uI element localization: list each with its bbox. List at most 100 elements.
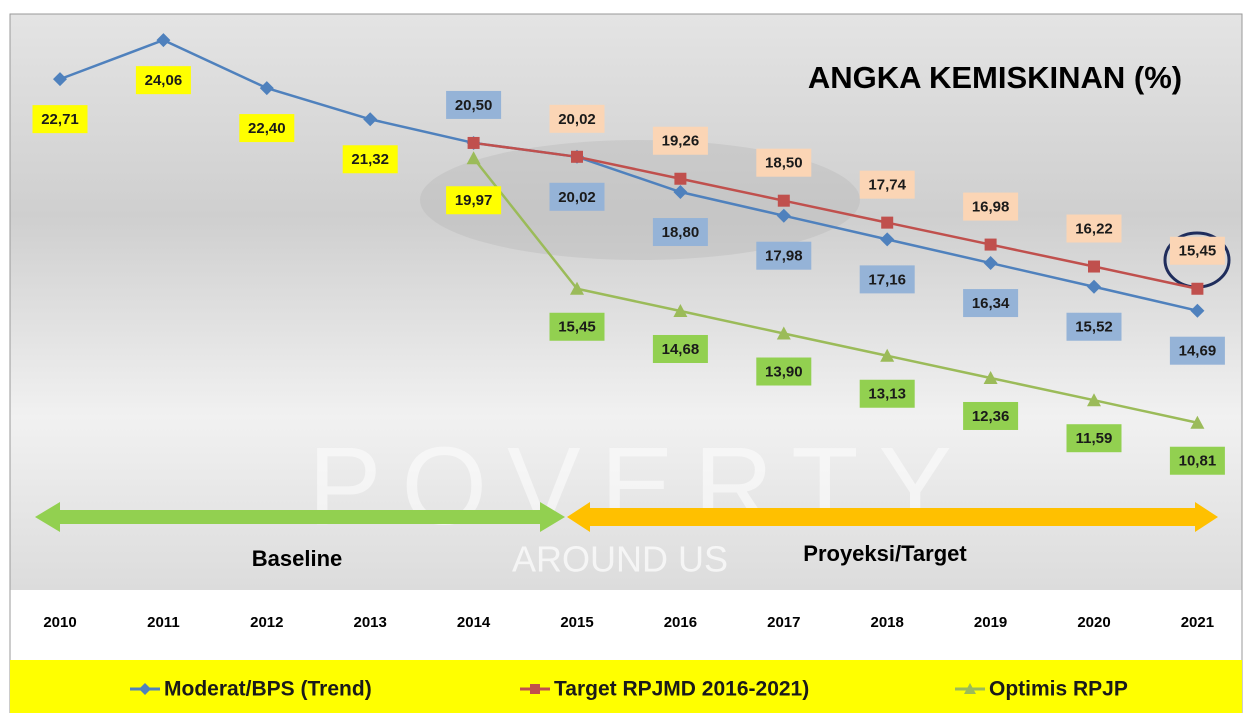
x-tick-label: 2011 xyxy=(147,614,180,631)
value-label-box xyxy=(1066,424,1122,453)
value-label-box xyxy=(756,241,812,270)
legend-label: Target RPJMD 2016-2021) xyxy=(554,678,809,701)
marker xyxy=(880,348,895,362)
background xyxy=(10,14,1242,590)
watermark: POVERTY xyxy=(308,425,972,548)
marker xyxy=(53,72,67,87)
value-label: 17,98 xyxy=(765,248,803,265)
marker xyxy=(1087,279,1101,294)
value-label-box xyxy=(239,114,295,143)
value-label: 22,40 xyxy=(248,120,286,137)
marker xyxy=(571,150,583,163)
legend-label: Moderat/BPS (Trend) xyxy=(164,678,372,701)
value-label: 12,36 xyxy=(972,408,1010,425)
marker xyxy=(984,238,997,251)
value-label: 16,98 xyxy=(972,199,1010,216)
x-tick-label: 2012 xyxy=(250,614,283,631)
marker xyxy=(983,370,998,384)
baseline-arrow xyxy=(35,502,565,532)
value-label-box xyxy=(1066,214,1122,243)
marker xyxy=(673,185,688,200)
value-label: 20,02 xyxy=(558,111,596,128)
marker xyxy=(964,683,976,694)
value-label-box xyxy=(859,379,915,408)
value-label-box xyxy=(1169,236,1225,265)
value-label: 17,74 xyxy=(868,177,906,194)
value-label-box xyxy=(652,334,708,363)
marker xyxy=(466,151,481,165)
legend-label: Optimis RPJP xyxy=(989,678,1128,701)
value-label-box xyxy=(549,312,605,341)
value-label: 20,02 xyxy=(558,189,596,206)
value-label: 19,97 xyxy=(455,192,493,209)
marker xyxy=(776,326,791,340)
value-label-box xyxy=(446,90,502,119)
marker xyxy=(983,256,998,271)
marker xyxy=(139,683,151,695)
value-label: 15,52 xyxy=(1075,319,1113,336)
marker xyxy=(1087,393,1101,407)
projection-arrow xyxy=(567,502,1218,532)
marker xyxy=(880,232,895,247)
value-label: 17,16 xyxy=(868,271,906,288)
x-tick-label: 2019 xyxy=(974,614,1007,631)
series-line xyxy=(472,157,1198,424)
frame xyxy=(9,13,1243,713)
x-tick-label: 2010 xyxy=(43,614,76,631)
value-label-box xyxy=(135,66,191,95)
value-label-box xyxy=(1066,312,1122,341)
value-label-box xyxy=(756,148,812,177)
marker xyxy=(156,33,171,48)
value-label: 15,45 xyxy=(1179,243,1217,260)
x-tick-label: 2013 xyxy=(354,614,387,631)
chart-title: ANGKA KEMISKINAN (%) xyxy=(808,60,1182,95)
value-label: 19,26 xyxy=(662,133,700,150)
value-label: 14,69 xyxy=(1179,343,1217,360)
value-label: 13,13 xyxy=(868,386,906,403)
value-label: 14,68 xyxy=(662,341,700,358)
value-label: 11,59 xyxy=(1076,430,1113,447)
value-label: 21,32 xyxy=(351,151,389,168)
value-label-box xyxy=(342,145,398,174)
value-label-box xyxy=(446,186,502,215)
value-label: 24,06 xyxy=(145,72,183,89)
marker xyxy=(363,112,378,127)
value-label: 16,34 xyxy=(972,295,1010,312)
x-tick-label: 2017 xyxy=(767,614,800,631)
marker xyxy=(881,216,894,229)
marker xyxy=(1088,260,1100,273)
marker xyxy=(776,208,791,223)
value-label: 16,22 xyxy=(1075,220,1113,237)
value-label-box xyxy=(549,104,605,133)
marker xyxy=(674,172,687,185)
value-label-box xyxy=(652,218,708,247)
value-label: 18,80 xyxy=(662,224,700,241)
x-tick-label: 2018 xyxy=(871,614,904,631)
value-label-box xyxy=(859,170,915,199)
x-tick-label: 2020 xyxy=(1077,614,1110,631)
series-line xyxy=(59,38,1198,312)
value-label-box xyxy=(32,105,88,134)
value-label-box xyxy=(963,289,1019,318)
marker xyxy=(1190,303,1205,318)
value-label: 22,71 xyxy=(41,111,79,128)
x-tick-label: 2015 xyxy=(560,614,593,631)
value-label-box xyxy=(963,192,1019,221)
marker xyxy=(673,303,688,317)
value-label-box xyxy=(652,126,708,155)
marker xyxy=(467,136,480,149)
x-tick-label: 2014 xyxy=(457,614,491,631)
marker xyxy=(530,684,540,694)
x-tick-label: 2021 xyxy=(1181,614,1214,631)
value-label-box xyxy=(859,265,915,294)
period-label: Proyeksi/Target xyxy=(803,541,967,566)
period-label: Baseline xyxy=(252,546,343,571)
value-label-box xyxy=(963,401,1019,430)
series-line xyxy=(473,141,1198,290)
marker xyxy=(777,194,790,207)
marker xyxy=(1191,282,1204,295)
marker xyxy=(259,81,274,96)
value-label: 15,45 xyxy=(558,319,596,336)
value-label-box xyxy=(756,357,812,386)
